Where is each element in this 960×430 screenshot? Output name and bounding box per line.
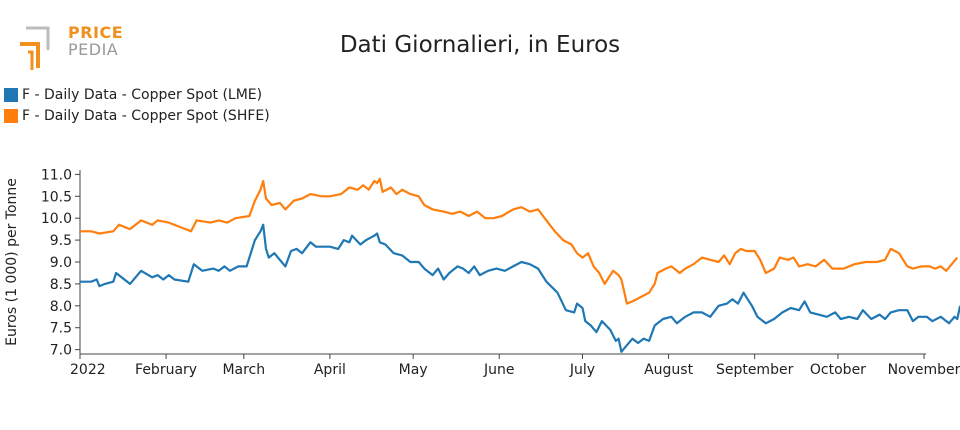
legend-item-shfe[interactable]: F - Daily Data - Copper Spot (SHFE) <box>4 105 270 126</box>
legend-item-lme[interactable]: F - Daily Data - Copper Spot (LME) <box>4 84 270 105</box>
x-tick-label: June <box>483 362 515 378</box>
series-layer <box>80 177 960 353</box>
logo-text-price: PRICE <box>68 23 124 42</box>
chart-title: Dati Giornalieri, in Euros <box>339 32 621 58</box>
x-tick-label: 2022 <box>70 362 106 378</box>
legend-label-shfe: F - Daily Data - Copper Spot (SHFE) <box>22 107 270 124</box>
legend-swatch-shfe <box>4 108 18 123</box>
series-line-lme[interactable] <box>80 223 960 353</box>
x-tick-label: February <box>135 362 197 378</box>
legend-label-lme: F - Daily Data - Copper Spot (LME) <box>22 86 263 103</box>
y-tick-label: 7.0 <box>50 343 72 359</box>
y-tick-label: 8.0 <box>50 299 72 315</box>
y-tick-label: 7.5 <box>50 321 72 337</box>
y-tick-label: 10.5 <box>41 189 72 205</box>
y-tick-label: 8.5 <box>50 277 72 293</box>
series-line-shfe[interactable] <box>80 177 959 305</box>
y-axis: 7.0 7.5 8.0 8.5 9.0 9.5 10.0 10.5 11.0 <box>41 167 81 359</box>
x-tick-label: August <box>644 362 694 378</box>
logo-wordmark: PRICE PEDIA <box>68 24 123 58</box>
y-tick-label: 9.5 <box>50 233 72 249</box>
x-axis: 2022 February March April May June July August S… <box>70 353 960 378</box>
x-tick-label: October <box>810 362 866 378</box>
y-tick-label: 10.0 <box>41 211 72 227</box>
x-tick-label: July <box>569 362 595 378</box>
chart-legend: F - Daily Data - Copper Spot (LME) F - D… <box>4 84 270 126</box>
logo-text-pedia: PEDIA <box>68 40 119 59</box>
y-tick-label: 9.0 <box>50 255 72 271</box>
x-tick-label: May <box>399 362 428 378</box>
pricepedia-logo-icon <box>20 26 50 70</box>
y-tick-label: 11.0 <box>41 167 72 183</box>
legend-swatch-lme <box>4 87 18 102</box>
x-tick-label: March <box>222 362 265 378</box>
y-axis-label: Euros (1 000) per Tonne <box>4 178 20 346</box>
x-tick-label: September <box>716 362 794 378</box>
x-tick-label: November <box>888 362 960 378</box>
pricepedia-logo: PRICE PEDIA <box>18 24 128 74</box>
x-tick-label: April <box>314 362 346 378</box>
